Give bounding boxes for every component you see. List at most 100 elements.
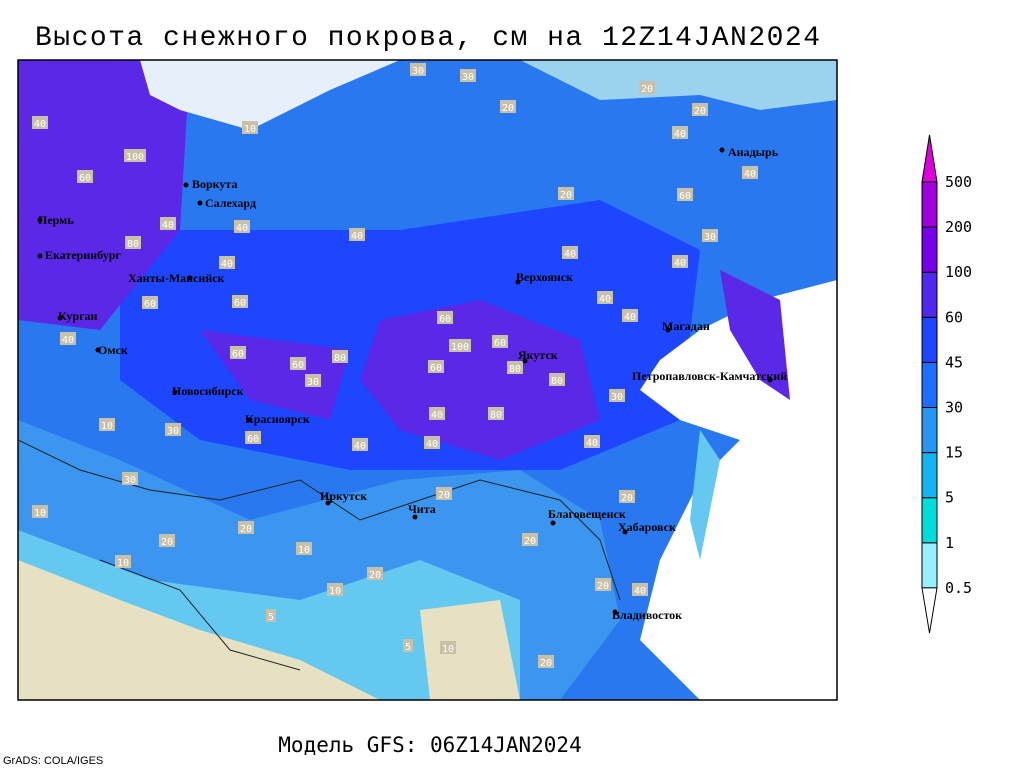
contour-label: 30 xyxy=(412,66,424,77)
contour-label: 20 xyxy=(621,493,633,504)
contour-label: 20 xyxy=(502,103,514,114)
contour-label: 80 xyxy=(127,239,139,250)
city-label: Петропавловск-Камчатский xyxy=(632,369,787,383)
contour-label-box xyxy=(332,350,348,363)
contour-label-box xyxy=(460,69,476,82)
contour-label-box xyxy=(702,229,718,242)
contour-label-box xyxy=(549,373,565,386)
city-dot xyxy=(612,609,618,615)
legend-swatch xyxy=(921,587,938,633)
city-dot xyxy=(412,514,418,520)
contour-label: 40 xyxy=(62,335,74,346)
contour-label: 40 xyxy=(624,312,636,323)
city-dot xyxy=(172,389,178,395)
contour-label: 20 xyxy=(369,570,381,581)
city-dot xyxy=(767,377,773,383)
contour-label-box xyxy=(142,296,158,309)
contour-label: 80 xyxy=(551,376,563,387)
legend-label: 45 xyxy=(945,353,963,371)
contour-label: 10 xyxy=(298,545,310,556)
contour-label: 5 xyxy=(405,642,411,653)
contour-label-box xyxy=(367,567,383,580)
contour-label-box xyxy=(32,505,48,518)
contour-label: 60 xyxy=(79,173,91,184)
contour-label: 20 xyxy=(694,106,706,117)
contour-label: 30 xyxy=(307,377,319,388)
contour-label: 40 xyxy=(634,586,646,597)
contour-label-box xyxy=(584,435,600,448)
contour-label-box xyxy=(245,431,261,444)
legend-swatch xyxy=(921,452,938,499)
city-dot xyxy=(37,217,43,223)
city-dot xyxy=(522,358,528,364)
contour-label: 10 xyxy=(244,124,256,135)
contour-label-box xyxy=(238,521,254,534)
contour-label-box xyxy=(115,555,131,568)
contour-label-box xyxy=(403,639,413,652)
contour-label-box xyxy=(242,121,258,134)
contour-label: 40 xyxy=(354,441,366,452)
city-dot xyxy=(183,182,189,188)
contour-label: 80 xyxy=(509,364,521,375)
city-label: Салехард xyxy=(205,196,256,210)
contour-label-box xyxy=(230,346,246,359)
contour-label-box xyxy=(428,360,444,373)
contour-label-box xyxy=(672,126,688,139)
city-label: Новосибирск xyxy=(172,384,244,398)
map-frame xyxy=(17,59,838,701)
legend-label: 1 xyxy=(945,534,954,552)
contour-label-box xyxy=(99,418,115,431)
contour-label-box xyxy=(122,472,138,485)
footer-credit: GrADS: COLA/IGES xyxy=(3,755,103,767)
contour-label: 30 xyxy=(611,392,623,403)
contour-label-box xyxy=(437,311,453,324)
contour-label-box xyxy=(500,100,516,113)
contour-label-box xyxy=(595,578,611,591)
contour-label-box xyxy=(622,309,638,322)
contour-label-box xyxy=(266,609,276,622)
contour-label: 5 xyxy=(268,612,274,623)
contour-label-box xyxy=(410,63,426,76)
contour-label-box xyxy=(522,533,538,546)
contour-label-box xyxy=(619,490,635,503)
legend-swatch xyxy=(921,134,938,183)
contour-label-box xyxy=(692,103,708,116)
contour-label: 40 xyxy=(564,249,576,260)
contour-label-box xyxy=(488,407,504,420)
legend-swatch xyxy=(921,497,938,544)
contour-label: 30 xyxy=(124,475,136,486)
contour-label: 20 xyxy=(540,658,552,669)
contour-label: 60 xyxy=(292,360,304,371)
legend-label: 15 xyxy=(945,444,963,462)
city-label: Екатеринбург xyxy=(45,248,121,262)
title: Высота снежного покрова, см на 12Z14JAN2… xyxy=(35,23,820,54)
contour-label-box xyxy=(424,436,440,449)
city-dot xyxy=(665,327,671,333)
contour-label: 60 xyxy=(439,314,451,325)
contour-label-box xyxy=(449,339,471,352)
contour-label: 40 xyxy=(426,439,438,450)
city-dot xyxy=(550,520,556,526)
contour-label: 60 xyxy=(494,338,506,349)
city-label: Анадырь xyxy=(728,145,779,159)
contour-label-box xyxy=(60,332,76,345)
contour-label: 60 xyxy=(247,434,259,445)
contour-label-box xyxy=(558,187,574,200)
contour-label-box xyxy=(639,81,655,94)
legend-swatch xyxy=(921,542,938,589)
contour-label-box xyxy=(125,236,141,249)
contour-label: 40 xyxy=(599,294,611,305)
contour-label-box xyxy=(507,361,523,374)
contour-label: 40 xyxy=(674,129,686,140)
contour-label: 20 xyxy=(560,190,572,201)
legend-swatch xyxy=(921,271,938,318)
contour-label: 10 xyxy=(442,644,454,655)
city-dot xyxy=(37,253,43,259)
city-dot xyxy=(57,315,63,321)
city-dot xyxy=(719,147,725,153)
contour-label: 40 xyxy=(431,410,443,421)
city-dot xyxy=(325,500,331,506)
footer-model: Модель GFS: 06Z14JAN2024 xyxy=(278,733,581,757)
